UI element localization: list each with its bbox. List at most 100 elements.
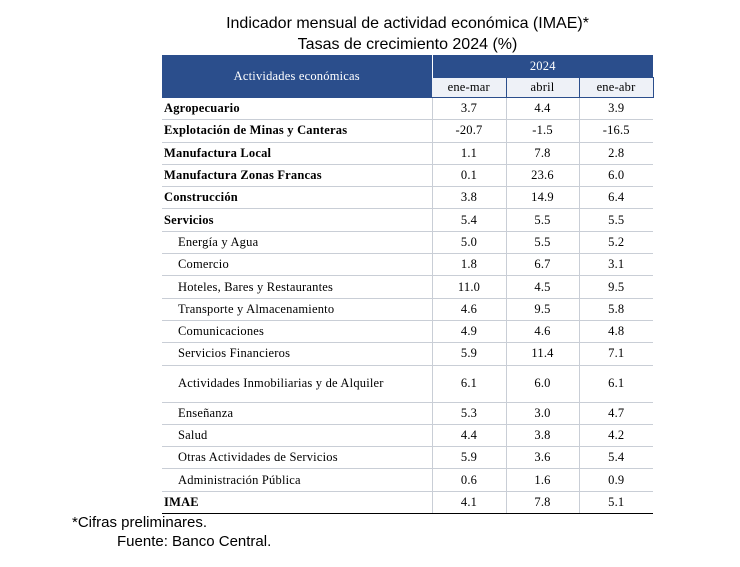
table-row: Administración Pública 0.6 1.6 0.9: [162, 468, 653, 492]
table-row: Servicios Financieros 5.9 11.4 7.1: [162, 342, 653, 366]
cell-value: 6.4: [578, 186, 653, 210]
cell-value: 0.1: [431, 164, 506, 188]
cell-value: 5.0: [431, 231, 506, 255]
table-row: Hoteles, Bares y Restaurantes 11.0 4.5 9…: [162, 275, 653, 299]
cell-value: 23.6: [505, 164, 579, 188]
cell-value: 7.8: [505, 491, 579, 515]
table-row: Agropecuario 3.7 4.4 3.9: [162, 97, 653, 121]
cell-value: 0.6: [431, 468, 506, 492]
table-row: Energía y Agua 5.0 5.5 5.2: [162, 231, 653, 255]
cell-value: 11.4: [505, 342, 579, 366]
cell-value: 3.0: [505, 402, 579, 425]
cell-value: 4.6: [431, 298, 506, 321]
cell-value: 9.5: [505, 298, 579, 321]
table-row: Construcción 3.8 14.9 6.4: [162, 186, 653, 210]
cell-value: 6.1: [431, 365, 506, 403]
cell-value: 4.4: [431, 424, 506, 448]
cell-value: 11.0: [431, 275, 506, 299]
cell-value: -20.7: [431, 119, 506, 143]
cell-value: -16.5: [578, 119, 653, 143]
table-row: Manufactura Zonas Francas 0.1 23.6 6.0: [162, 164, 653, 188]
cell-value: -1.5: [505, 119, 579, 143]
cell-value: 4.5: [505, 275, 579, 299]
cell-value: 4.4: [505, 97, 579, 121]
cell-value: 1.1: [431, 142, 506, 165]
row-label: Agropecuario: [162, 97, 432, 121]
table-row-total: IMAE 4.1 7.8 5.1: [162, 491, 653, 515]
cell-value: 6.0: [578, 164, 653, 188]
cell-value: 5.5: [578, 208, 653, 232]
cell-value: 7.8: [505, 142, 579, 165]
cell-value: 2.8: [578, 142, 653, 165]
row-label: Servicios Financieros: [162, 342, 432, 366]
row-label: Energía y Agua: [162, 231, 432, 255]
cell-value: 5.9: [431, 342, 506, 366]
cell-value: 14.9: [505, 186, 579, 210]
table-row: Otras Actividades de Servicios 5.9 3.6 5…: [162, 446, 653, 470]
footnote: *Cifras preliminares.: [72, 514, 208, 531]
cell-value: 5.4: [578, 446, 653, 470]
row-label: Construcción: [162, 186, 432, 210]
row-label: Actividades Inmobiliarias y de Alquiler: [162, 365, 432, 403]
cell-value: 7.1: [578, 342, 653, 366]
row-label: Otras Actividades de Servicios: [162, 446, 432, 470]
cell-value: 3.8: [431, 186, 506, 210]
cell-value: 4.9: [431, 320, 506, 344]
cell-value: 3.1: [578, 253, 653, 277]
cell-value: 5.4: [431, 208, 506, 232]
header-col-abril: abril: [505, 77, 580, 98]
cell-value: 3.6: [505, 446, 579, 470]
cell-value: 5.3: [431, 402, 506, 425]
row-label: Servicios: [162, 208, 432, 232]
cell-value: 4.6: [505, 320, 579, 344]
cell-value: 6.7: [505, 253, 579, 277]
cell-value: 5.8: [578, 298, 653, 321]
row-label: Comunicaciones: [162, 320, 432, 344]
row-label: Salud: [162, 424, 432, 448]
cell-value: 5.2: [578, 231, 653, 255]
table-row: Manufactura Local 1.1 7.8 2.8: [162, 142, 653, 165]
table-row: Servicios 5.4 5.5 5.5: [162, 208, 653, 232]
header-activity: Actividades económicas: [162, 55, 432, 98]
table-row: Transporte y Almacenamiento 4.6 9.5 5.8: [162, 298, 653, 321]
cell-value: 3.8: [505, 424, 579, 448]
row-label: Explotación de Minas y Canteras: [162, 119, 432, 143]
row-label: Transporte y Almacenamiento: [162, 298, 432, 321]
title-line-1: Indicador mensual de actividad económica…: [226, 15, 589, 32]
table-row: Salud 4.4 3.8 4.2: [162, 424, 653, 448]
table-row: Comunicaciones 4.9 4.6 4.8: [162, 320, 653, 344]
cell-value: 4.1: [431, 491, 506, 515]
header-year: 2024: [431, 55, 653, 78]
row-label: Administración Pública: [162, 468, 432, 492]
table-row: Comercio 1.8 6.7 3.1: [162, 253, 653, 277]
table-row: Explotación de Minas y Canteras -20.7 -1…: [162, 119, 653, 143]
cell-value: 3.9: [578, 97, 653, 121]
row-label: Manufactura Local: [162, 142, 432, 165]
row-label: Comercio: [162, 253, 432, 277]
cell-value: 4.8: [578, 320, 653, 344]
imae-table: Actividades económicas 2024 ene-mar abri…: [162, 55, 654, 515]
cell-value: 6.1: [578, 365, 653, 403]
table-row: Actividades Inmobiliarias y de Alquiler …: [162, 365, 653, 403]
cell-value: 0.9: [578, 468, 653, 492]
source-note: Fuente: Banco Central.: [117, 533, 272, 550]
row-label: Manufactura Zonas Francas: [162, 164, 432, 188]
header-col-ene-mar: ene-mar: [432, 77, 507, 98]
row-label: Hoteles, Bares y Restaurantes: [162, 275, 432, 299]
row-label: Enseñanza: [162, 402, 432, 425]
cell-value: 5.1: [578, 491, 653, 515]
cell-value: 5.9: [431, 446, 506, 470]
cell-value: 6.0: [505, 365, 579, 403]
cell-value: 3.7: [431, 97, 506, 121]
cell-value: 4.2: [578, 424, 653, 448]
table-row: Enseñanza 5.3 3.0 4.7: [162, 402, 653, 425]
cell-value: 9.5: [578, 275, 653, 299]
row-label: IMAE: [162, 491, 432, 515]
cell-value: 4.7: [578, 402, 653, 425]
title-line-2: Tasas de crecimiento 2024 (%): [297, 36, 518, 53]
cell-value: 5.5: [505, 208, 579, 232]
header-col-ene-abr: ene-abr: [578, 77, 654, 98]
cell-value: 1.6: [505, 468, 579, 492]
cell-value: 5.5: [505, 231, 579, 255]
cell-value: 1.8: [431, 253, 506, 277]
